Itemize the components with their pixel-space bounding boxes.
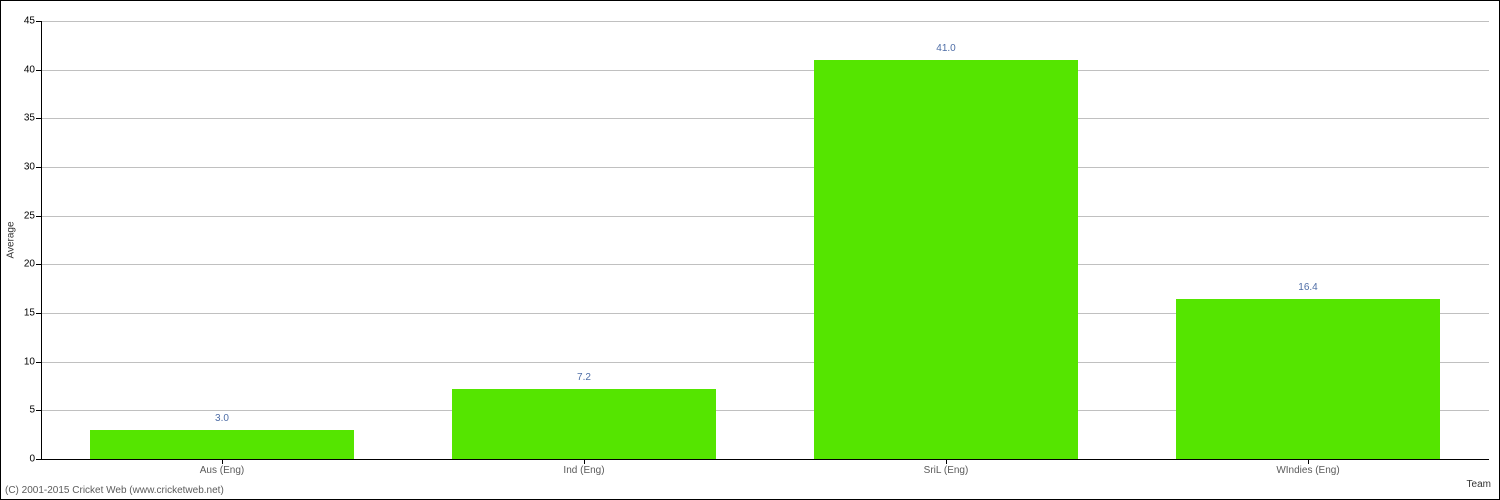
x-axis-title: Team (1467, 479, 1491, 490)
bar (90, 430, 354, 459)
ytick-label: 0 (29, 454, 41, 465)
y-axis-title: Average (6, 221, 17, 258)
ytick-label: 30 (24, 162, 41, 173)
y-axis (41, 21, 42, 459)
bar-value-label: 3.0 (215, 413, 229, 430)
bar (452, 389, 716, 459)
chart-container: 0 5 10 15 20 25 30 35 40 45 3.0 Aus (Eng) 7.2 Ind (En… (0, 0, 1500, 500)
xtick-label: Ind (Eng) (563, 459, 604, 476)
gridline (41, 264, 1489, 265)
ytick-label: 35 (24, 113, 41, 124)
bar-value-label: 41.0 (936, 43, 955, 60)
bar (1176, 299, 1440, 459)
ytick-label: 5 (29, 405, 41, 416)
ytick-label: 40 (24, 64, 41, 75)
gridline (41, 167, 1489, 168)
copyright-text: (C) 2001-2015 Cricket Web (www.cricketwe… (5, 485, 224, 496)
xtick-label: SriL (Eng) (924, 459, 969, 476)
ytick-label: 25 (24, 210, 41, 221)
ytick-label: 45 (24, 16, 41, 27)
xtick-label: WIndies (Eng) (1276, 459, 1339, 476)
bar-value-label: 7.2 (577, 372, 591, 389)
ytick-label: 10 (24, 356, 41, 367)
bar-value-label: 16.4 (1298, 282, 1317, 299)
gridline (41, 21, 1489, 22)
x-axis (41, 459, 1489, 460)
gridline (41, 216, 1489, 217)
gridline (41, 118, 1489, 119)
plot-area: 0510152025303540453.0Aus (Eng)7.2Ind (En… (41, 21, 1489, 459)
xtick-label: Aus (Eng) (200, 459, 244, 476)
bar (814, 60, 1078, 459)
ytick-label: 15 (24, 308, 41, 319)
ytick-label: 20 (24, 259, 41, 270)
gridline (41, 70, 1489, 71)
